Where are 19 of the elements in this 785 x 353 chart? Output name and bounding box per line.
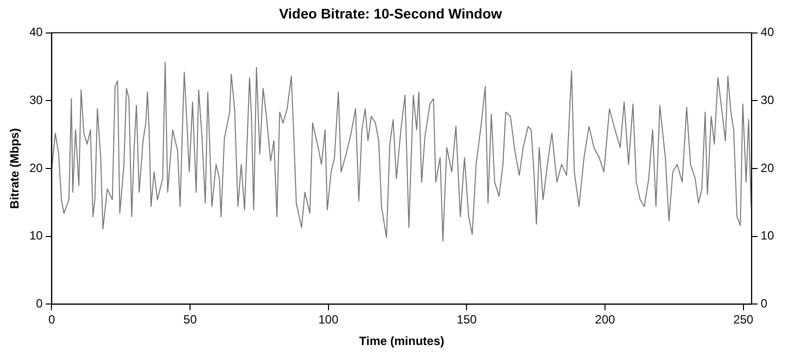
- y-axis-title: Bitrate (Mbps): [8, 128, 22, 209]
- y-tick-label: 20: [29, 160, 44, 175]
- y2-tick-label: 0: [760, 296, 768, 311]
- x-axis-title: Time (minutes): [359, 334, 444, 348]
- y-tick-label: 0: [36, 296, 44, 311]
- y-tick-label: 40: [29, 25, 44, 40]
- y-tick-label: 30: [29, 92, 44, 107]
- y2-tick-label: 30: [760, 92, 774, 107]
- y2-tick-label: 40: [760, 25, 774, 40]
- x-tick-label: 100: [318, 312, 339, 327]
- x-tick-label: 200: [595, 312, 616, 327]
- chart-title: Video Bitrate: 10-Second Window: [279, 5, 502, 22]
- x-tick-label: 0: [48, 312, 56, 327]
- y2-tick-label: 10: [760, 228, 774, 243]
- x-tick-label: 250: [733, 312, 754, 327]
- x-tick-label: 50: [183, 312, 198, 327]
- y-tick-label: 10: [29, 228, 44, 243]
- x-tick-label: 150: [456, 312, 478, 327]
- y2-tick-label: 20: [760, 160, 774, 175]
